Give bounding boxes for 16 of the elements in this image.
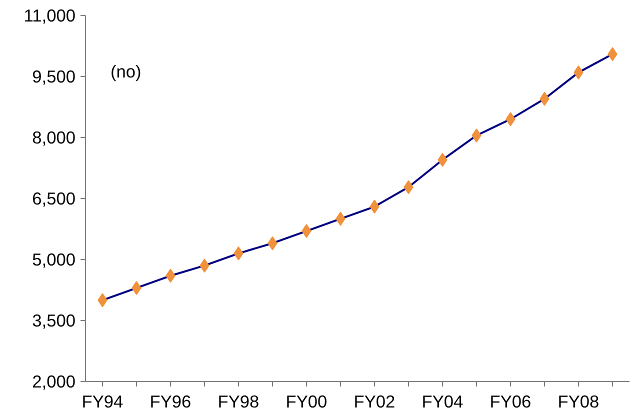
y-tick-label: 6,500	[32, 188, 76, 208]
y-tick-label: 5,000	[32, 250, 76, 270]
x-tick-label: FY02	[354, 392, 396, 412]
x-tick-label: FY08	[558, 392, 600, 412]
x-tick-label: FY04	[422, 392, 464, 412]
annotation: (no)	[110, 62, 142, 82]
x-tick-label: FY98	[218, 392, 260, 412]
x-tick-label: FY06	[490, 392, 532, 412]
y-tick-label: 11,000	[24, 6, 76, 26]
x-tick-label: FY94	[82, 392, 124, 412]
x-tick-label: FY00	[286, 392, 328, 412]
y-tick-label: 3,500	[32, 310, 76, 330]
y-tick-label: 9,500	[32, 66, 76, 86]
y-tick-label: 8,000	[32, 128, 76, 148]
x-tick-label: FY96	[150, 392, 192, 412]
y-tick-label: 2,000	[32, 372, 76, 392]
